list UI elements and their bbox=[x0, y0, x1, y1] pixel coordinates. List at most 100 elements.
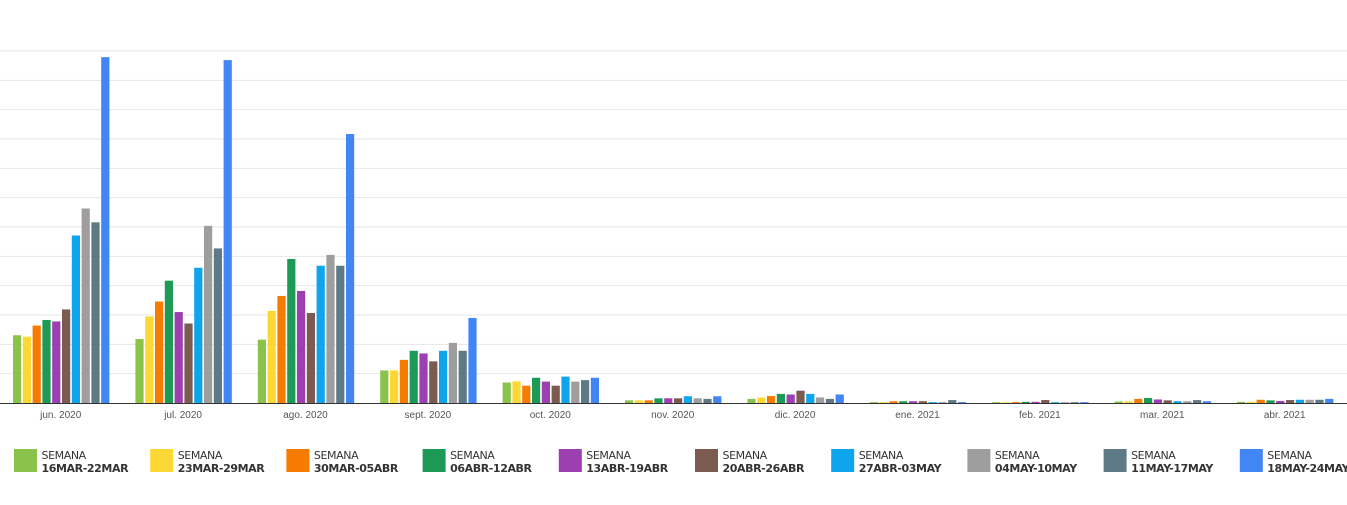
bar bbox=[155, 301, 164, 403]
bar bbox=[664, 398, 673, 403]
bar bbox=[551, 385, 560, 403]
bar bbox=[502, 382, 511, 403]
bar bbox=[1286, 400, 1295, 403]
bar bbox=[644, 400, 653, 403]
legend-label-top: SEMANA bbox=[586, 449, 631, 462]
bar bbox=[1031, 401, 1040, 403]
bar bbox=[948, 400, 957, 403]
bar bbox=[277, 295, 286, 403]
bar bbox=[674, 398, 683, 403]
bar bbox=[380, 370, 389, 403]
bar bbox=[1276, 400, 1285, 403]
legend-swatch bbox=[286, 449, 310, 472]
legend-label-top: SEMANA bbox=[723, 449, 768, 462]
bar bbox=[390, 370, 399, 403]
bar bbox=[164, 280, 173, 403]
bar bbox=[145, 316, 154, 403]
x-tick-label: sept. 2020 bbox=[405, 410, 452, 421]
bar bbox=[257, 339, 266, 403]
legend-label-bottom: 16MAR-22MAR bbox=[42, 462, 130, 475]
bar bbox=[625, 400, 634, 403]
bars bbox=[13, 57, 1334, 404]
bar bbox=[1246, 401, 1255, 403]
x-tick-label: ago. 2020 bbox=[283, 410, 328, 421]
bar bbox=[767, 395, 776, 403]
bar bbox=[1060, 402, 1069, 403]
bar bbox=[1021, 401, 1030, 403]
bar bbox=[32, 325, 41, 403]
bar bbox=[879, 402, 888, 403]
bar bbox=[1183, 401, 1192, 403]
bar bbox=[1325, 398, 1334, 403]
legend-label-top: SEMANA bbox=[314, 449, 359, 462]
legend: SEMANA16MAR-22MARSEMANA23MAR-29MARSEMANA… bbox=[14, 449, 1347, 475]
bar bbox=[468, 317, 477, 403]
bar bbox=[747, 398, 756, 403]
bar bbox=[889, 401, 898, 403]
bar bbox=[1124, 401, 1133, 403]
bar bbox=[81, 208, 90, 403]
bar bbox=[1080, 402, 1089, 403]
bar bbox=[581, 380, 590, 403]
bar bbox=[532, 377, 541, 403]
bar bbox=[958, 402, 967, 403]
legend-label-top: SEMANA bbox=[995, 449, 1040, 462]
legend-label-top: SEMANA bbox=[1131, 449, 1176, 462]
bar bbox=[71, 235, 80, 403]
bar bbox=[713, 396, 722, 403]
legend-swatch bbox=[1239, 449, 1263, 472]
bar bbox=[1153, 399, 1162, 403]
bar bbox=[419, 353, 428, 403]
x-tick-label: jul. 2020 bbox=[163, 410, 202, 421]
bar bbox=[213, 248, 222, 403]
bar bbox=[91, 222, 100, 403]
x-tick-label: oct. 2020 bbox=[530, 410, 572, 421]
bar bbox=[409, 350, 418, 403]
bar bbox=[42, 319, 51, 403]
legend-label-top: SEMANA bbox=[1267, 449, 1312, 462]
x-tick-label: dic. 2020 bbox=[775, 410, 816, 421]
legend-label-bottom: 13ABR-19ABR bbox=[586, 462, 668, 475]
legend-label-top: SEMANA bbox=[450, 449, 495, 462]
legend-swatch bbox=[14, 449, 37, 472]
x-axis: jun. 2020 jul. 2020 ago. 2020 sept. 2020 oct… bbox=[0, 403, 1347, 421]
bar bbox=[101, 57, 110, 403]
legend-label-bottom: 06ABR-12ABR bbox=[450, 462, 532, 475]
bar bbox=[654, 398, 663, 403]
bar bbox=[918, 401, 927, 403]
bar bbox=[429, 361, 438, 403]
bar bbox=[1002, 402, 1011, 403]
bar bbox=[541, 381, 550, 403]
bar bbox=[1295, 399, 1304, 403]
legend-label-top: SEMANA bbox=[859, 449, 904, 462]
bar bbox=[776, 393, 785, 403]
x-tick-label: abr. 2021 bbox=[1264, 410, 1306, 421]
bar bbox=[194, 267, 203, 403]
bar bbox=[174, 312, 183, 403]
bar bbox=[757, 397, 766, 403]
bar bbox=[1144, 398, 1153, 403]
bar bbox=[287, 258, 296, 403]
bar bbox=[522, 385, 531, 403]
legend-swatch bbox=[558, 449, 582, 472]
bar bbox=[512, 381, 521, 403]
bar bbox=[1114, 401, 1123, 403]
bar bbox=[928, 402, 937, 403]
bar bbox=[806, 393, 815, 403]
bar bbox=[869, 402, 878, 403]
bar bbox=[297, 290, 306, 403]
bar bbox=[561, 376, 570, 403]
bar bbox=[703, 398, 712, 403]
bar bbox=[326, 254, 335, 403]
legend-swatch bbox=[831, 449, 855, 472]
legend-label-bottom: 30MAR-05ABR bbox=[314, 462, 399, 475]
bar bbox=[938, 402, 947, 403]
x-tick-label: jun. 2020 bbox=[39, 410, 82, 421]
